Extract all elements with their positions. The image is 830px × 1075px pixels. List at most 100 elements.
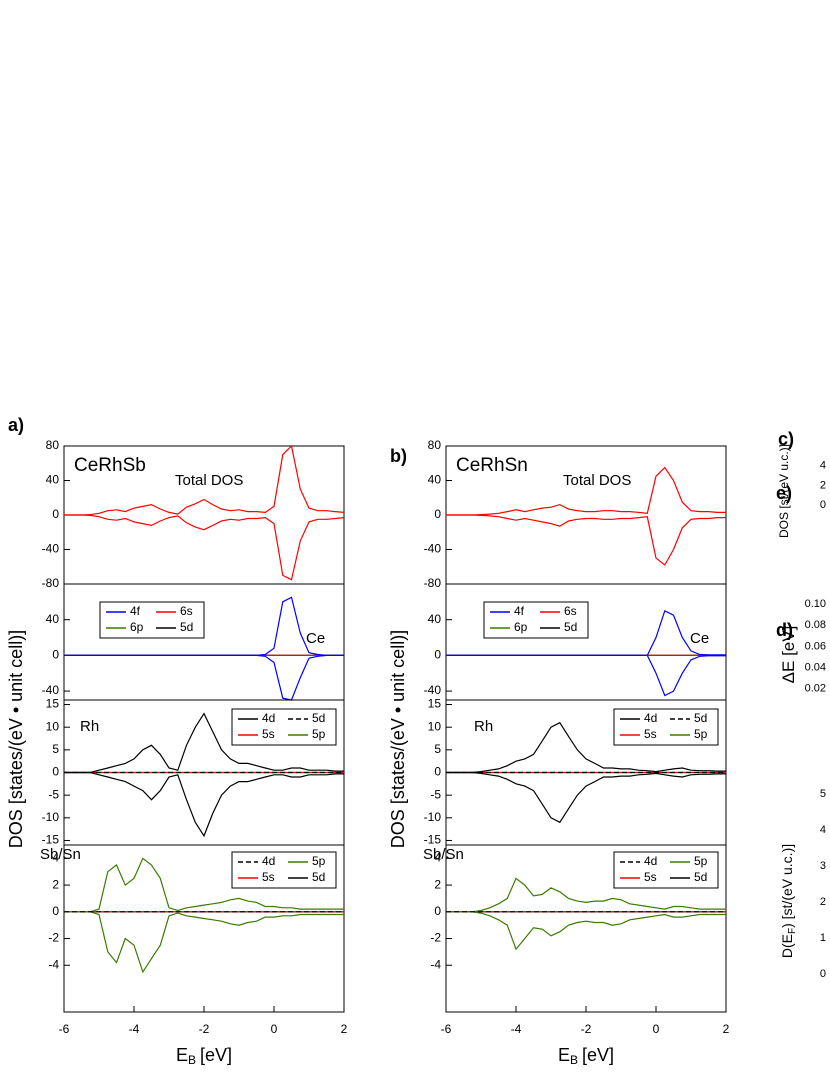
dos-curve [64,712,344,774]
y-axis-label: DOS [states/(eV • unit cell)] [388,630,408,848]
y-tick-label: 0.06 [805,640,826,652]
subpanel-title: Rh [80,718,99,735]
y-tick-label: 4 [820,824,826,836]
legend-label: 5s [644,870,657,884]
y-tick-label: 0 [820,499,826,511]
legend-label: 4d [262,854,275,868]
y-tick-label: -5 [48,787,59,801]
dos-curve [64,771,344,838]
legend-label: 5d [694,711,707,725]
y-tick-label: 40 [46,473,60,487]
y-axis-label: ΔE [eV] [779,626,798,684]
dos-curve [64,857,344,913]
legend-label: 4d [644,711,657,725]
y-tick-label: 0 [434,765,441,779]
y-tick-label: -4 [430,957,441,971]
dos-curve [446,877,726,913]
y-axis-label: DOS [st/(eV u.c.)] [777,444,791,538]
x-tick-label: -6 [59,1022,70,1036]
legend-box [99,601,205,639]
subpanel-title: Sb/Sn [40,846,81,863]
panel-label: d) [776,620,793,640]
y-tick-label: 0 [52,765,59,779]
x-tick-label: -4 [511,1022,522,1036]
dos-curve [446,771,726,824]
y-tick-label: 2 [820,896,826,908]
dos-curve [446,721,726,774]
dos-curve [64,654,344,701]
y-label-main: DOS [st/(eV u.c.)] [777,444,791,538]
y-tick-label: -10 [424,810,442,824]
legend-label: 5s [262,870,275,884]
y-tick-label: -15 [424,833,442,847]
x-tick-label: 2 [723,1022,730,1036]
y-tick-label: 0.04 [805,662,826,674]
x-tick-label: -2 [581,1022,592,1036]
y-tick-label: -80 [424,576,442,590]
legend-label: 5p [694,727,708,741]
panel-label: b) [390,446,407,466]
legend-label: 6p [514,620,528,634]
subpanel-title: Total DOS [175,472,243,489]
y-tick-label: 15 [46,697,60,711]
legend-box [613,708,719,746]
subpanel-title: Ce [306,630,325,647]
dos-curve [446,911,726,951]
y-tick-label: 0.10 [805,598,826,610]
y-tick-label: 80 [46,438,60,452]
y-tick-label: 0.02 [805,683,826,695]
y-tick-label: 0 [434,507,441,521]
legend-label: 4f [130,604,141,618]
x-label-unit: [eV] [582,1045,614,1065]
legend-box [483,601,589,639]
y-tick-label: -40 [42,683,60,697]
y-tick-label: -10 [42,810,60,824]
x-axis-label: EB [eV] [558,1045,614,1067]
x-label-subscript: B [570,1053,578,1067]
x-tick-label: -4 [129,1022,140,1036]
dos-curve [64,444,345,516]
legend-label: 5p [312,727,326,741]
x-tick-label: -2 [199,1022,210,1036]
y-tick-label: 2 [434,877,441,891]
y-tick-label: 1 [820,932,826,944]
y-tick-label: -2 [430,931,441,945]
y-tick-label: -80 [42,576,60,590]
y-tick-label: 0 [52,507,59,521]
y-tick-label: 15 [428,697,442,711]
y-tick-label: -15 [42,833,60,847]
legend-label: 4d [644,854,657,868]
legend-label: 6p [130,620,144,634]
legend-label: 5d [180,620,193,634]
y-tick-label: 0 [52,648,59,662]
y-label-subscript: F [787,928,798,934]
subpanel-frame [445,583,727,701]
compound-name: CeRhSb [74,455,146,476]
legend-label: 5d [564,620,577,634]
x-label-symbol: E [176,1045,188,1065]
y-tick-label: 0 [820,968,826,980]
legend-label: 6s [180,604,193,618]
legend-box [613,851,719,889]
dos-curve [64,514,345,581]
y-tick-label: -4 [48,957,59,971]
subpanel-title: Ce [690,630,709,647]
legend-label: 5p [312,854,326,868]
x-tick-label: 0 [653,1022,660,1036]
legend-label: 6s [564,604,577,618]
y-tick-label: 0.08 [805,619,826,631]
y-tick-label: 10 [428,719,442,733]
subpanel-frame [63,583,345,701]
y-tick-label: 2 [820,479,826,491]
subpanel-frame [63,844,345,1013]
legend-label: 5s [262,727,275,741]
dos-curve [446,514,726,566]
y-tick-label: 2 [52,877,59,891]
x-tick-label: 2 [341,1022,348,1036]
legend-label: 4f [514,604,525,618]
legend-box [231,708,337,746]
y-tick-label: -2 [48,931,59,945]
compound-name: CeRhSn [456,455,528,476]
legend-label: 4d [262,711,275,725]
